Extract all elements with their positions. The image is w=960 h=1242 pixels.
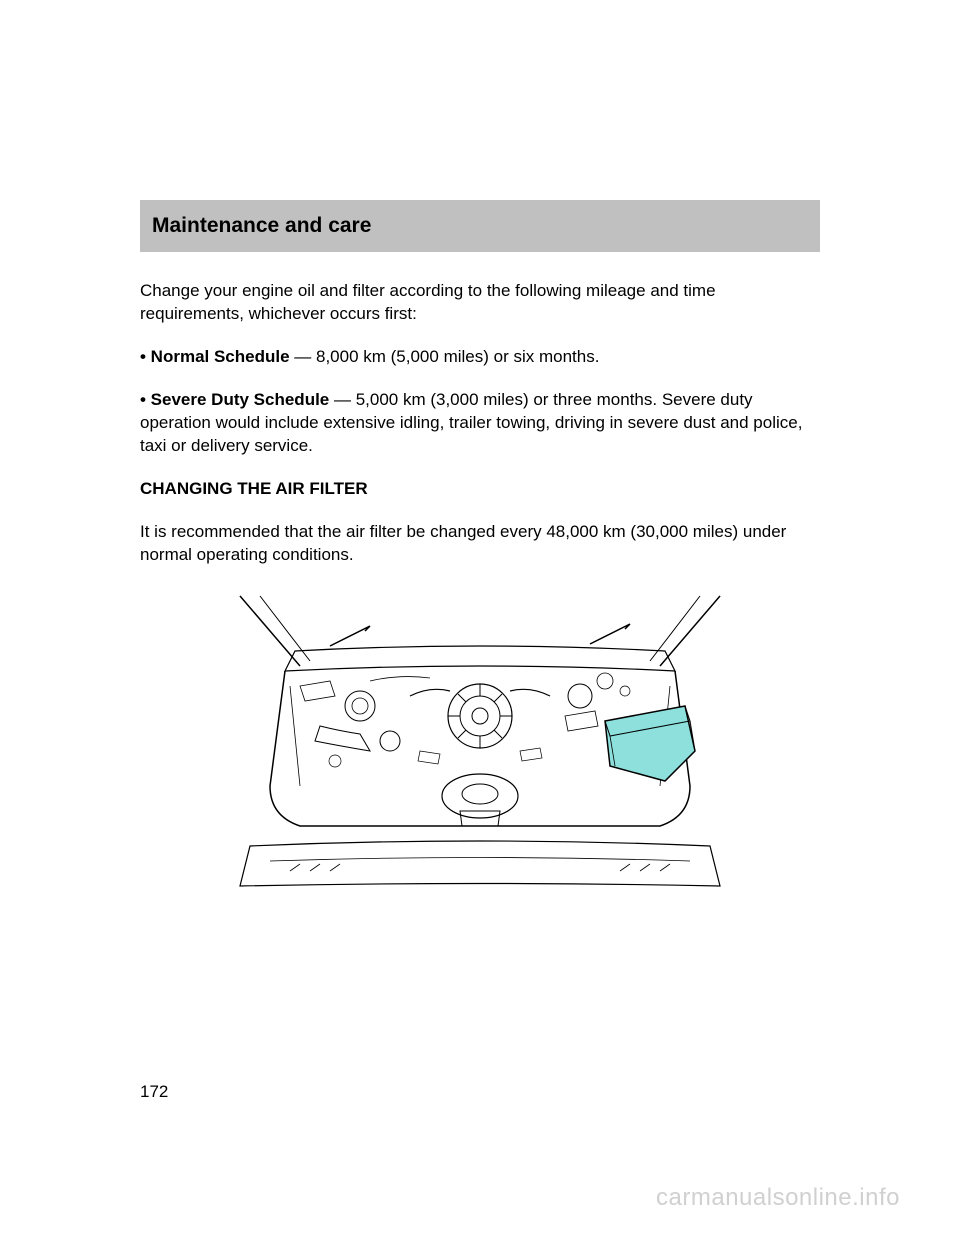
subsection-heading: CHANGING THE AIR FILTER <box>140 478 820 501</box>
bullet-text-1: — 8,000 km (5,000 miles) or six months. <box>290 347 600 366</box>
air-filter-paragraph: It is recommended that the air filter be… <box>140 521 820 567</box>
engine-bay-diagram <box>210 586 750 926</box>
page-number: 172 <box>140 1082 168 1102</box>
intro-paragraph: Change your engine oil and filter accord… <box>140 280 820 326</box>
section-title: Maintenance and care <box>152 214 808 238</box>
bullet-severe-schedule: • Severe Duty Schedule — 5,000 km (3,000… <box>140 389 820 458</box>
watermark-text: carmanualsonline.info <box>656 1184 900 1212</box>
section-header-bar: Maintenance and care <box>140 200 820 252</box>
bullet-label-2: • Severe Duty Schedule <box>140 390 329 409</box>
bullet-normal-schedule: • Normal Schedule — 8,000 km (5,000 mile… <box>140 346 820 369</box>
air-filter-highlight <box>605 706 695 781</box>
engine-diagram-container <box>140 586 820 926</box>
page-content: Maintenance and care Change your engine … <box>0 0 960 926</box>
bullet-label-1: • Normal Schedule <box>140 347 290 366</box>
